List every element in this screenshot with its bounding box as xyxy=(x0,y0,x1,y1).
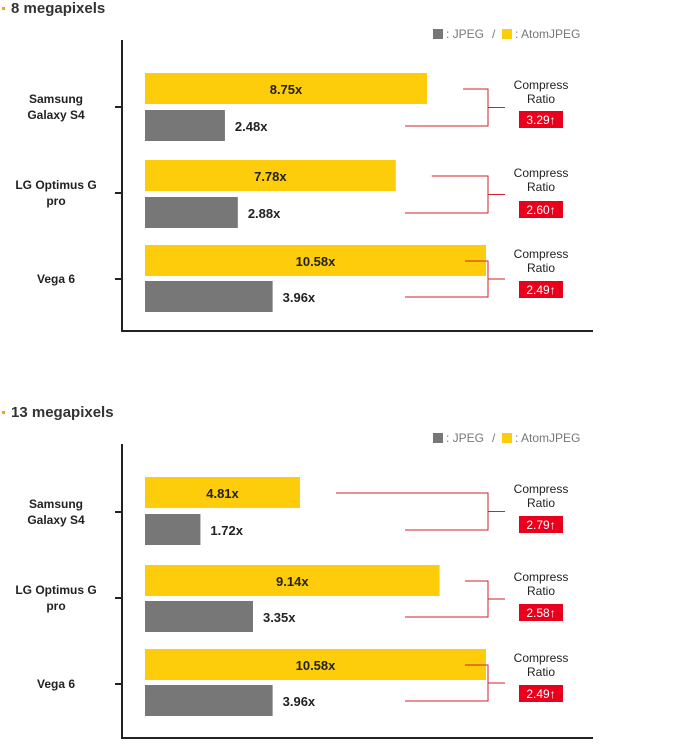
legend-separator: / xyxy=(492,431,496,445)
compress-ratio-bracket xyxy=(405,580,505,618)
compress-ratio-value: 2.49↑ xyxy=(526,283,555,297)
compress-ratio-label: Compress xyxy=(514,78,569,92)
bar-atomjpeg xyxy=(145,160,396,191)
compress-ratio-badge xyxy=(519,685,563,702)
data-label-atomjpeg: 4.81x xyxy=(206,486,239,501)
data-label-atomjpeg: 7.78x xyxy=(254,169,287,184)
data-label-jpeg: 1.72x xyxy=(210,523,243,538)
data-label-jpeg: 3.96x xyxy=(283,290,316,305)
compress-ratio-badge xyxy=(519,604,563,621)
category-label: LG Optimus G xyxy=(15,583,96,597)
data-label-jpeg: 3.96x xyxy=(283,694,316,709)
category-label: Samsung xyxy=(29,92,83,106)
bar-jpeg xyxy=(145,281,273,312)
data-label-jpeg: 3.35x xyxy=(263,610,296,625)
legend-label-jpeg: : JPEG xyxy=(446,431,484,445)
bar-jpeg xyxy=(145,197,238,228)
compress-ratio-label: Compress xyxy=(514,651,569,665)
legend-swatch-jpeg xyxy=(433,29,443,39)
legend-separator: / xyxy=(492,27,496,41)
compress-ratio-bracket xyxy=(405,664,505,702)
data-label-atomjpeg: 10.58x xyxy=(296,658,337,673)
chart-panel-1: 8 megapixels : JPEG / : AtomJPEG Samsung Gala… xyxy=(2,0,593,332)
chart-title: 13 megapixels xyxy=(11,404,114,421)
bar-atomjpeg xyxy=(145,477,301,508)
data-label-atomjpeg: 8.75x xyxy=(270,82,303,97)
compress-ratio-label: Compress xyxy=(514,570,569,584)
data-label-jpeg: 2.88x xyxy=(248,206,281,221)
bar-atomjpeg xyxy=(145,73,428,104)
compress-ratio-label: Ratio xyxy=(527,92,555,106)
category-label: pro xyxy=(46,599,65,613)
compress-ratio-value: 2.49↑ xyxy=(526,687,555,701)
compress-ratio-label: Ratio xyxy=(527,261,555,275)
category-label: LG Optimus G xyxy=(15,178,96,192)
bar-jpeg xyxy=(145,110,225,141)
compress-ratio-bracket xyxy=(405,175,505,214)
data-label-atomjpeg: 10.58x xyxy=(296,254,337,269)
category-label: pro xyxy=(46,194,65,208)
compress-ratio-label: Ratio xyxy=(527,665,555,679)
data-label-atomjpeg: 9.14x xyxy=(276,574,309,589)
chart-title: 8 megapixels xyxy=(11,0,105,17)
compress-ratio-label: Ratio xyxy=(527,496,555,510)
compress-ratio-value: 3.29↑ xyxy=(526,113,555,127)
compress-ratio-label: Compress xyxy=(514,247,569,261)
chart-panel-2: 13 megapixels : JPEG / : AtomJPEG Samsung Gal… xyxy=(2,404,593,739)
compress-ratio-label: Ratio xyxy=(527,584,555,598)
category-label: Galaxy S4 xyxy=(27,108,85,122)
bar-atomjpeg xyxy=(145,649,486,680)
category-label: Samsung xyxy=(29,497,83,511)
title-bullet xyxy=(2,7,5,10)
compress-ratio-bracket xyxy=(336,492,505,531)
legend-label-atomjpeg: : AtomJPEG xyxy=(515,27,580,41)
compress-ratio-label: Compress xyxy=(514,166,569,180)
compress-ratio-badge xyxy=(519,281,563,298)
bar-jpeg xyxy=(145,685,273,716)
compress-ratio-value: 2.58↑ xyxy=(526,606,555,620)
compress-ratio-bracket xyxy=(405,260,505,298)
data-label-jpeg: 2.48x xyxy=(235,119,268,134)
category-label: Vega 6 xyxy=(37,272,75,286)
compress-ratio-label: Ratio xyxy=(527,180,555,194)
compress-ratio-value: 2.79↑ xyxy=(526,518,555,532)
compress-ratio-bracket xyxy=(405,88,505,127)
legend-swatch-atomjpeg xyxy=(502,433,512,443)
legend-swatch-atomjpeg xyxy=(502,29,512,39)
bar-jpeg xyxy=(145,601,253,632)
bar-atomjpeg xyxy=(145,245,486,276)
legend-label-atomjpeg: : AtomJPEG xyxy=(515,431,580,445)
compress-ratio-value: 2.60↑ xyxy=(526,203,555,217)
category-label: Galaxy S4 xyxy=(27,513,85,527)
compress-ratio-badge xyxy=(519,516,563,533)
legend-label-jpeg: : JPEG xyxy=(446,27,484,41)
bar-atomjpeg xyxy=(145,565,440,596)
category-label: Vega 6 xyxy=(37,677,75,691)
title-bullet xyxy=(2,411,5,414)
legend-swatch-jpeg xyxy=(433,433,443,443)
compress-ratio-label: Compress xyxy=(514,482,569,496)
compress-ratio-badge xyxy=(519,111,563,128)
bar-jpeg xyxy=(145,514,201,545)
compress-ratio-badge xyxy=(519,201,563,218)
